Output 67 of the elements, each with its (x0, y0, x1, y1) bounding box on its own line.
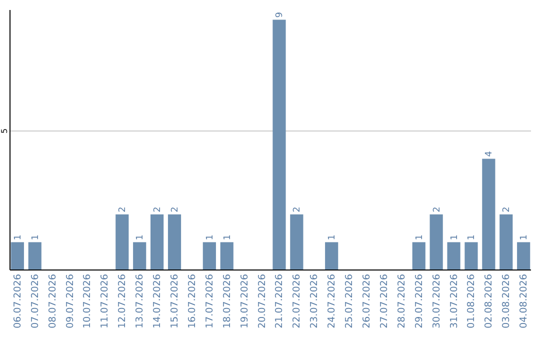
data-label: 2 (502, 206, 512, 212)
y-tick-label: 5 (0, 128, 9, 134)
x-tick-label: 07.07.2026 (30, 274, 41, 328)
data-label: 2 (118, 206, 128, 212)
data-label: 1 (450, 234, 460, 240)
data-label: 9 (275, 12, 286, 18)
bar (10, 242, 24, 270)
x-tick-label: 15.07.2026 (170, 274, 181, 328)
x-tick-label: 03.08.2026 (501, 274, 512, 328)
x-tick-label: 18.07.2026 (222, 274, 233, 328)
data-label: 2 (292, 206, 303, 212)
data-label: 1 (222, 234, 233, 240)
x-tick-label: 10.07.2026 (82, 274, 94, 328)
bar (500, 214, 513, 270)
data-label: 2 (170, 206, 181, 212)
data-label: 1 (205, 234, 216, 240)
data-label: 1 (328, 234, 338, 240)
x-tick-label: 23.07.2026 (309, 274, 320, 328)
x-tick-label: 26.07.2026 (361, 274, 372, 328)
data-label: 1 (136, 234, 146, 240)
x-tick-label: 19.07.2026 (239, 274, 250, 328)
bar (272, 20, 286, 270)
data-label: 1 (467, 234, 478, 240)
x-tick-label: 08.07.2026 (47, 274, 58, 328)
x-tick-label: 28.07.2026 (396, 274, 408, 328)
bar (464, 242, 478, 270)
bar (220, 242, 234, 270)
x-tick-label: 09.07.2026 (64, 274, 76, 328)
x-tick-label: 24.07.2026 (326, 274, 338, 328)
data-label: 2 (153, 206, 164, 212)
bar (150, 214, 164, 270)
x-tick-label: 14.07.2026 (152, 274, 164, 328)
data-label: 2 (432, 206, 442, 212)
x-tick-label: 20.07.2026 (256, 274, 268, 328)
x-tick-label: 17.07.2026 (204, 274, 216, 328)
data-label: 4 (484, 150, 495, 157)
bar (412, 242, 426, 270)
x-tick-label: 12.07.2026 (117, 274, 128, 328)
x-tick-label: 16.07.2026 (186, 274, 198, 328)
x-tick-label: 01.08.2026 (466, 274, 478, 328)
x-tick-label: 30.07.2026 (431, 274, 442, 328)
data-label: 1 (414, 234, 425, 240)
x-tick-label: 22.07.2026 (292, 274, 303, 328)
bar (133, 242, 146, 270)
x-tick-label: 27.07.2026 (378, 274, 390, 328)
bar (447, 242, 460, 270)
bar (517, 242, 530, 270)
bar (430, 214, 443, 270)
data-label: 1 (30, 234, 41, 240)
x-tick-label: 29.07.2026 (414, 274, 425, 328)
x-tick-label: 02.08.2026 (484, 274, 495, 328)
bar (116, 214, 129, 270)
x-tick-label: 31.07.2026 (448, 274, 460, 328)
bar (202, 242, 216, 270)
x-tick-label: 21.07.2026 (274, 274, 286, 328)
data-label: 1 (520, 234, 530, 240)
x-tick-label: 04.08.2026 (518, 274, 530, 328)
x-tick-label: 11.07.2026 (100, 274, 111, 328)
bar (325, 242, 338, 270)
x-tick-label: 25.07.2026 (344, 274, 356, 328)
bar (482, 158, 496, 270)
x-tick-label: 06.07.2026 (12, 274, 24, 328)
x-tick-label: 13.07.2026 (134, 274, 146, 328)
bar (290, 214, 304, 270)
data-label: 1 (13, 234, 24, 240)
bar (168, 214, 182, 270)
bar (28, 242, 42, 270)
